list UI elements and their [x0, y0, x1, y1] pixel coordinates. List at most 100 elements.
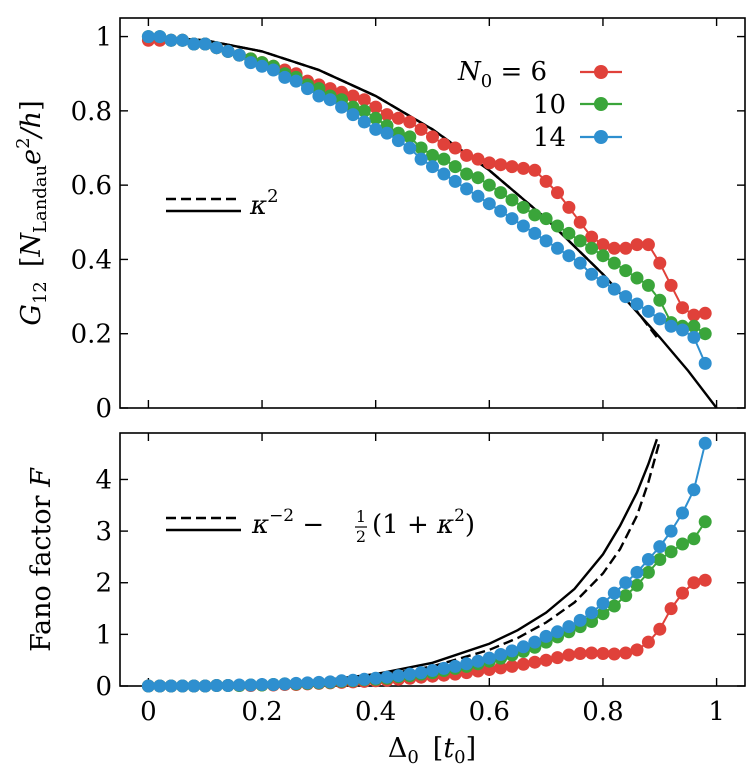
data-point [653, 256, 667, 270]
top-curve-legend: κ2 [166, 186, 279, 221]
data-point [698, 573, 712, 587]
legend-marker-n0-6 [594, 65, 608, 79]
x-tick-label: 0 [140, 697, 157, 727]
data-point [448, 160, 462, 174]
data-point [278, 677, 292, 691]
data-point [687, 319, 701, 333]
data-point [573, 647, 587, 660]
data-point [698, 436, 712, 450]
data-point [585, 230, 599, 244]
data-point [312, 89, 326, 103]
data-point [505, 659, 519, 673]
data-point [596, 596, 610, 610]
x-tick-label: 0.2 [241, 697, 282, 727]
data-point [630, 271, 644, 285]
data-point [323, 675, 337, 689]
data-point [380, 126, 394, 140]
top-ticks [120, 18, 745, 409]
data-point [619, 241, 633, 255]
data-point [426, 148, 439, 162]
data-point [357, 115, 371, 129]
data-point [516, 219, 530, 233]
data-point [437, 661, 451, 675]
data-point [278, 70, 292, 84]
data-point [221, 44, 235, 58]
top-series-legend: N0 = 6 10 14 [457, 57, 622, 153]
legend-label-14: 14 [533, 123, 566, 153]
data-point [562, 200, 576, 214]
data-point [369, 111, 383, 125]
data-point [369, 671, 383, 685]
data-point [176, 679, 189, 693]
top-y-axis-label: G12[NLandaue2/h] [13, 100, 51, 325]
data-point [698, 356, 712, 370]
data-point [153, 679, 167, 693]
data-point [312, 675, 326, 689]
data-point [551, 651, 564, 665]
data-point [437, 167, 451, 181]
y-tick-label: 0.4 [71, 245, 112, 275]
data-point [426, 130, 439, 144]
data-point [562, 620, 576, 634]
top-dots [141, 30, 712, 370]
data-point [391, 111, 405, 125]
data-point [653, 553, 667, 566]
data-point [630, 238, 644, 252]
legend-fano-formula-tail: (1 + κ2) [372, 506, 475, 540]
data-point [426, 664, 439, 677]
data-point [676, 537, 689, 551]
data-point [176, 33, 189, 47]
data-point [153, 30, 167, 44]
y-tick-label: 2 [95, 569, 112, 599]
data-point [607, 241, 621, 255]
data-point [619, 589, 633, 603]
data-point [301, 676, 314, 690]
data-point [505, 160, 519, 174]
data-point [494, 661, 508, 675]
data-point [653, 312, 667, 326]
data-point [596, 275, 610, 289]
svg-text:Fano factor F: Fano factor F [26, 467, 57, 652]
data-point [335, 100, 349, 114]
data-point [539, 234, 553, 248]
data-point [698, 515, 712, 529]
data-point [494, 186, 508, 200]
data-point [164, 33, 178, 47]
y-tick-label: 1 [95, 620, 112, 650]
x-axis-label: Δ0 [t0] [388, 733, 476, 768]
data-point [528, 208, 542, 222]
data-point [676, 323, 689, 337]
data-point [573, 234, 587, 248]
data-point [357, 672, 371, 686]
solid-theory-curve [148, 35, 718, 409]
data-point [255, 678, 269, 691]
bottom-y-axis-label: Fano factor F [26, 467, 57, 652]
bottom-plot-frame [119, 432, 746, 687]
data-point [676, 506, 689, 520]
data-point [641, 238, 655, 252]
top-panel: 0 0.2 0.4 0.6 0.8 1 G12[NLandaue2/h] N0 = 6 1… [13, 17, 746, 424]
data-point [630, 297, 644, 311]
data-point [641, 278, 655, 292]
data-point [482, 197, 496, 211]
data-point [573, 256, 587, 270]
data-point [187, 37, 201, 51]
data-point [619, 290, 633, 304]
data-point [664, 602, 678, 616]
dashed-theory-curve [148, 440, 661, 688]
data-point [585, 606, 599, 620]
data-point [630, 565, 644, 579]
y-tick-label: 0.6 [71, 171, 112, 201]
data-point [596, 607, 610, 621]
data-point [619, 264, 633, 278]
data-point [380, 108, 394, 122]
data-point [619, 576, 633, 590]
svg-text:G12[NLandaue2/h]: G12[NLandaue2/h] [13, 100, 51, 325]
data-point [551, 186, 564, 200]
data-point [369, 122, 383, 136]
data-point [687, 532, 701, 546]
data-point [323, 93, 337, 107]
data-point [641, 635, 655, 649]
data-point [414, 122, 428, 136]
